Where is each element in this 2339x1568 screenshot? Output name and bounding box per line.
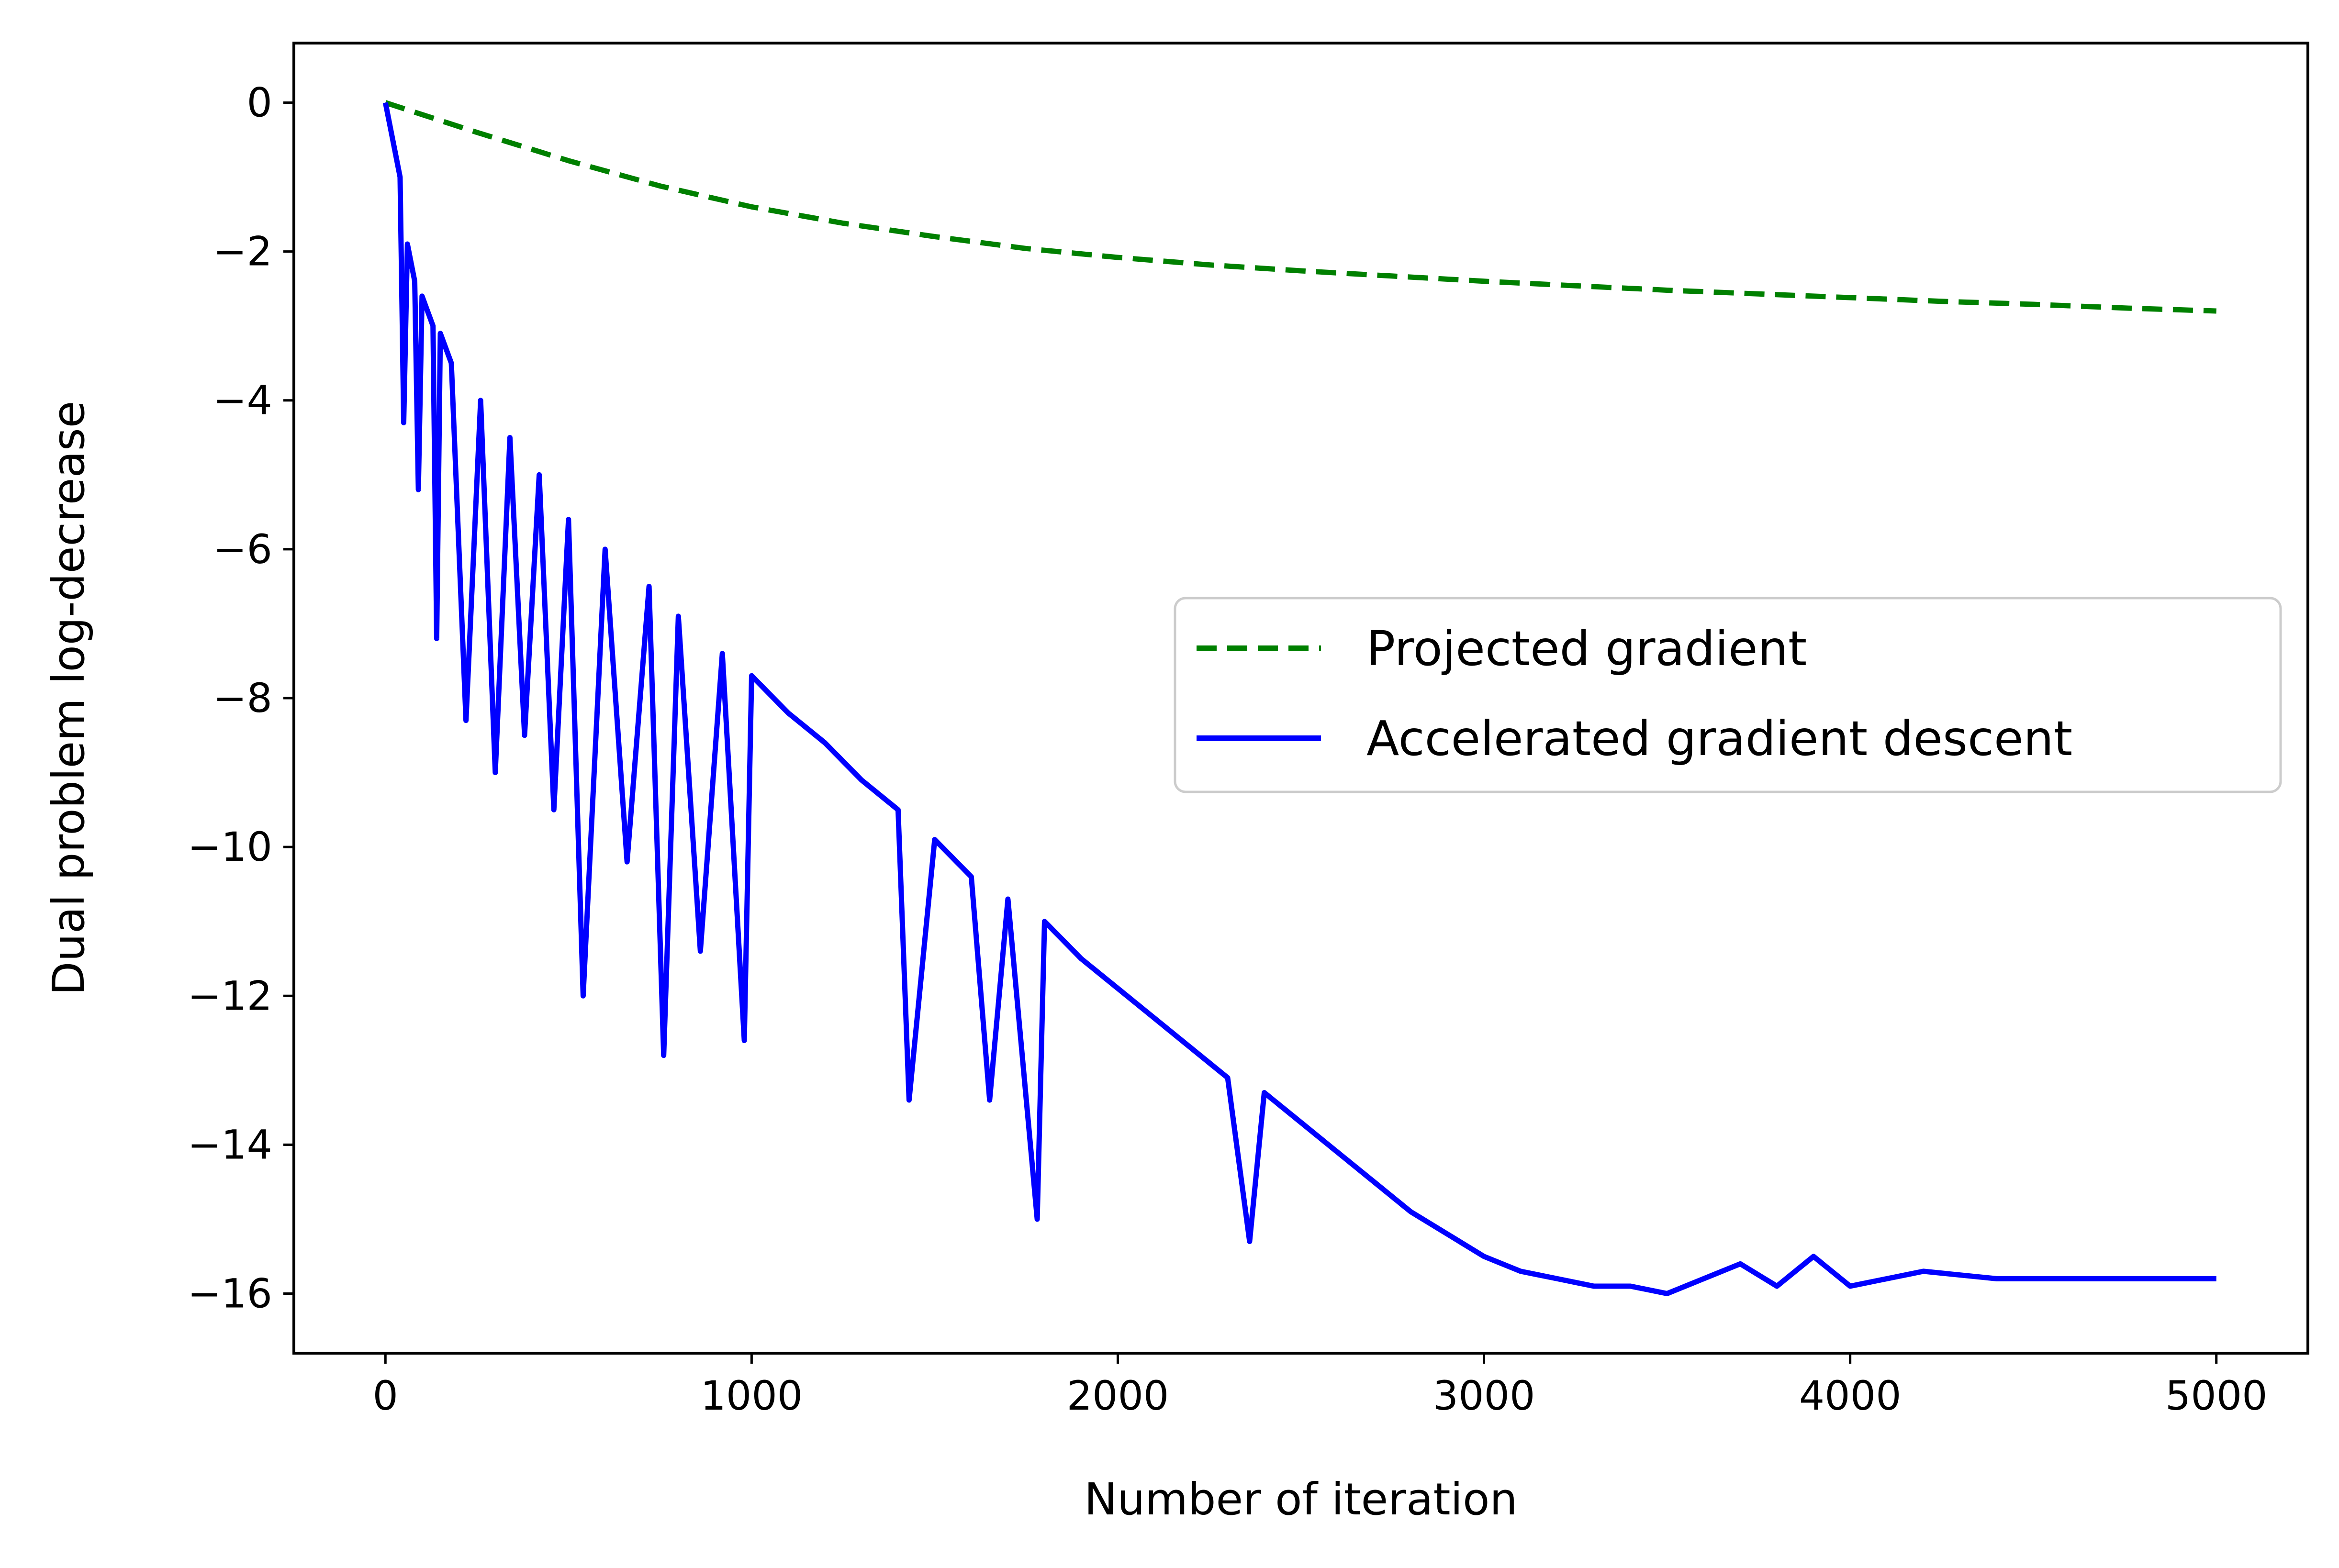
series-line-projected-gradient bbox=[384, 100, 2216, 314]
x-axis: 0 1000 2000 3000 4000 5000 bbox=[373, 1353, 2268, 1419]
series-layer bbox=[382, 100, 2216, 1296]
y-tick-label: −10 bbox=[188, 823, 272, 870]
y-tick-label: −16 bbox=[188, 1270, 272, 1317]
x-tick-label: 4000 bbox=[1799, 1372, 1902, 1419]
y-tick-label: −14 bbox=[188, 1121, 272, 1168]
x-tick-label: 2000 bbox=[1067, 1372, 1169, 1419]
legend-box bbox=[1174, 597, 2282, 793]
y-tick-label: −4 bbox=[213, 377, 272, 424]
y-tick-label: −12 bbox=[188, 972, 272, 1019]
legend: Projected gradient Accelerated gradient … bbox=[1174, 597, 2282, 793]
y-axis: 0 −2 −4 −6 −8 −10 −12 −14 −16 bbox=[188, 79, 294, 1317]
series-line-accelerated-gradient-descent bbox=[382, 102, 2216, 1296]
legend-label-projected-gradient: Projected gradient bbox=[1366, 621, 1807, 677]
y-axis-label: Dual problem log-decrease bbox=[43, 401, 94, 996]
x-tick-label: 1000 bbox=[700, 1372, 803, 1419]
x-tick-label: 3000 bbox=[1433, 1372, 1535, 1419]
y-tick-label: −6 bbox=[213, 526, 272, 573]
x-tick-label: 5000 bbox=[2165, 1372, 2268, 1419]
y-tick-label: 0 bbox=[247, 79, 272, 126]
legend-label-accelerated-gradient-descent: Accelerated gradient descent bbox=[1366, 711, 2072, 767]
y-tick-label: −2 bbox=[213, 228, 272, 275]
x-tick-label: 0 bbox=[373, 1372, 398, 1419]
x-axis-label: Number of iteration bbox=[1084, 1474, 1517, 1525]
y-tick-label: −8 bbox=[213, 675, 272, 722]
